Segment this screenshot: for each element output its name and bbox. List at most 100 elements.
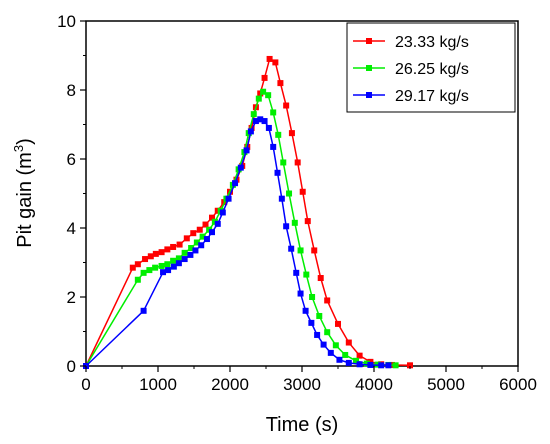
legend-marker-23-33 bbox=[366, 38, 372, 44]
data-point bbox=[257, 116, 264, 123]
data-point bbox=[356, 352, 363, 359]
data-point bbox=[294, 159, 301, 166]
data-point bbox=[175, 255, 182, 262]
x-tick-label: 4000 bbox=[355, 375, 393, 394]
data-point bbox=[193, 239, 200, 246]
data-point bbox=[324, 297, 331, 304]
data-point bbox=[332, 342, 339, 349]
data-point bbox=[283, 102, 290, 109]
x-axis-title: Time (s) bbox=[266, 414, 339, 436]
y-axis-title-tail: ) bbox=[14, 138, 36, 145]
data-point bbox=[261, 74, 268, 81]
legend-marker-26-25 bbox=[366, 65, 372, 71]
series-layer bbox=[83, 55, 413, 369]
data-point bbox=[140, 307, 147, 314]
data-point bbox=[134, 261, 141, 268]
series-line bbox=[85, 90, 396, 367]
data-point bbox=[170, 257, 177, 264]
data-point bbox=[247, 128, 254, 135]
data-point bbox=[146, 267, 153, 274]
data-point bbox=[170, 243, 177, 250]
data-point bbox=[248, 124, 255, 131]
data-point bbox=[140, 269, 147, 276]
data-point bbox=[286, 190, 293, 197]
y-tick-label: 10 bbox=[57, 12, 76, 31]
data-point bbox=[288, 245, 295, 252]
data-point bbox=[181, 249, 188, 256]
legend-label-23-33: 23.33 kg/s bbox=[395, 34, 469, 51]
data-point bbox=[237, 164, 244, 171]
data-point bbox=[266, 55, 273, 62]
y-tick-label: 6 bbox=[67, 150, 76, 169]
data-point bbox=[324, 329, 331, 336]
data-point bbox=[142, 256, 149, 263]
data-point bbox=[255, 95, 262, 102]
data-point bbox=[275, 131, 282, 138]
data-point bbox=[277, 80, 284, 87]
y-tick-label: 2 bbox=[67, 288, 76, 307]
data-point bbox=[158, 249, 165, 256]
x-tick-label: 1000 bbox=[139, 375, 177, 394]
data-point bbox=[209, 229, 215, 236]
data-point bbox=[297, 290, 304, 297]
data-point bbox=[278, 195, 285, 202]
data-point bbox=[261, 118, 268, 125]
legend: 23.33 kg/s 26.25 kg/s 29.17 kg/s bbox=[346, 22, 516, 113]
data-point bbox=[209, 214, 215, 221]
data-point bbox=[293, 269, 300, 276]
y-axis-title-superscript: 3 bbox=[11, 145, 26, 152]
data-point bbox=[152, 264, 159, 271]
data-point bbox=[316, 312, 323, 319]
data-point bbox=[272, 59, 279, 66]
legend-marker-29-17 bbox=[366, 92, 372, 98]
data-point bbox=[265, 124, 272, 131]
data-point bbox=[243, 147, 250, 154]
data-point bbox=[297, 247, 304, 254]
data-point bbox=[304, 218, 311, 225]
data-point bbox=[183, 235, 190, 242]
data-point bbox=[196, 226, 203, 233]
data-point bbox=[335, 320, 341, 327]
y-tick-label: 8 bbox=[67, 81, 76, 100]
legend-label-26-25: 26.25 kg/s bbox=[395, 61, 469, 78]
data-point bbox=[280, 159, 287, 166]
data-point bbox=[170, 263, 177, 270]
data-point bbox=[392, 362, 399, 369]
legend-entry-26-25: 26.25 kg/s bbox=[353, 61, 469, 78]
data-point bbox=[309, 294, 316, 300]
data-point bbox=[214, 220, 221, 227]
data-point bbox=[303, 271, 310, 278]
data-point bbox=[327, 349, 334, 356]
data-point bbox=[260, 88, 267, 95]
data-point bbox=[288, 130, 295, 137]
data-point bbox=[283, 223, 290, 230]
data-point bbox=[265, 92, 272, 99]
x-tick-label: 0 bbox=[81, 375, 90, 394]
data-point bbox=[188, 245, 195, 252]
data-point bbox=[176, 241, 183, 248]
data-point bbox=[345, 339, 352, 346]
y-axis-title-main: Pit gain (m bbox=[14, 152, 36, 248]
y-tick-label: 0 bbox=[67, 357, 76, 376]
x-tick-label: 5000 bbox=[427, 375, 465, 394]
data-point bbox=[187, 251, 194, 258]
data-point bbox=[129, 264, 136, 271]
y-tick-label: 4 bbox=[67, 219, 76, 238]
data-point bbox=[232, 180, 239, 187]
y-axis-title: Pit gain (m3) bbox=[11, 138, 36, 248]
data-point bbox=[270, 143, 277, 150]
data-point bbox=[175, 260, 182, 267]
data-point bbox=[181, 256, 188, 263]
data-point bbox=[308, 319, 315, 326]
y-axis-ticks: 0 2 4 6 8 10 bbox=[57, 12, 86, 376]
legend-entry-23-33: 23.33 kg/s bbox=[353, 34, 469, 51]
data-point bbox=[160, 269, 167, 276]
data-point bbox=[407, 362, 413, 369]
x-tick-label: 2000 bbox=[211, 375, 249, 394]
data-point bbox=[165, 267, 172, 274]
legend-entry-29-17: 29.17 kg/s bbox=[353, 88, 469, 105]
data-point bbox=[152, 250, 159, 257]
data-point bbox=[317, 275, 324, 282]
data-point bbox=[158, 262, 165, 269]
data-point bbox=[320, 341, 327, 348]
